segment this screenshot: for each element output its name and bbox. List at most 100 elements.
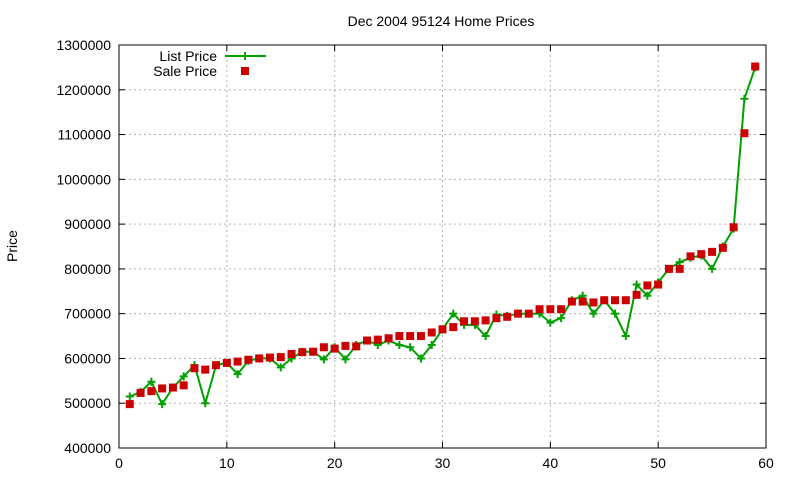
y-tick-label: 900000	[64, 216, 111, 232]
list-price-point	[643, 291, 652, 300]
sale-price-point	[611, 296, 620, 305]
sale-price-point	[460, 317, 469, 326]
sale-price-point	[309, 347, 318, 356]
sale-price-point	[168, 383, 177, 392]
x-tick-label: 30	[435, 455, 451, 471]
y-tick-label: 600000	[64, 350, 111, 366]
sale-price-point	[718, 243, 727, 252]
sale-price-point	[664, 264, 673, 273]
list-price-point	[557, 314, 566, 323]
y-tick-label: 1000000	[56, 171, 111, 187]
legend-label: Sale Price	[153, 63, 217, 79]
list-price-point	[708, 264, 717, 273]
sale-price-point	[492, 314, 501, 323]
sale-price-point	[697, 250, 706, 259]
y-axis-label: Price	[4, 230, 20, 262]
sale-price-point	[427, 328, 436, 337]
list-price-point	[125, 392, 134, 401]
sale-price-point	[276, 353, 285, 362]
sale-price-point	[481, 316, 490, 325]
sale-price-point	[233, 357, 242, 366]
sale-price-point	[567, 297, 576, 306]
list-price-point	[395, 341, 404, 350]
sale-price-point	[406, 332, 415, 341]
list-price-point	[158, 400, 167, 409]
sale-price-point	[535, 305, 544, 314]
sale-price-point	[352, 342, 361, 351]
y-tick-label: 400000	[64, 440, 111, 456]
sale-price-point	[319, 343, 328, 352]
sale-price-point	[255, 354, 264, 363]
legend-square-marker	[241, 67, 249, 75]
sale-price-point	[373, 335, 382, 344]
sale-price-point	[470, 317, 479, 326]
sale-price-point	[600, 296, 609, 305]
list-price-point	[427, 341, 436, 350]
legend-plus-marker	[241, 52, 249, 60]
sale-price-point	[363, 336, 372, 345]
list-price-point	[406, 343, 415, 352]
sale-price-point	[330, 344, 339, 353]
list-price-point	[179, 372, 188, 381]
sale-price-point	[654, 280, 663, 289]
sale-price-point	[449, 323, 458, 332]
sale-price-point	[341, 341, 350, 350]
list-price-point	[611, 309, 620, 318]
list-price-point	[449, 309, 458, 318]
list-price-point	[740, 94, 749, 103]
series-points	[125, 62, 760, 409]
x-tick-label: 40	[543, 455, 559, 471]
list-price-point	[589, 309, 598, 318]
sale-price-point	[643, 281, 652, 290]
list-price-point	[675, 258, 684, 267]
sale-price-point	[621, 296, 630, 305]
list-price-point	[201, 399, 210, 408]
y-tick-label: 1100000	[58, 127, 112, 143]
list-price-point	[341, 355, 350, 364]
sale-price-point	[222, 358, 231, 367]
sale-price-point	[298, 348, 307, 357]
sale-price-point	[201, 365, 210, 374]
sale-price-point	[438, 325, 447, 334]
list-price-point	[632, 280, 641, 289]
x-tick-label: 0	[115, 455, 123, 471]
sale-price-point	[147, 387, 156, 396]
sale-price-point	[524, 309, 533, 318]
sale-price-point	[212, 361, 221, 370]
sale-price-point	[136, 388, 145, 397]
list-price-point	[416, 354, 425, 363]
list-price-point	[319, 355, 328, 364]
sale-price-point	[503, 312, 512, 321]
sale-price-point	[578, 297, 587, 306]
sale-price-point	[729, 223, 738, 232]
chart-title: Dec 2004 95124 Home Prices	[348, 13, 535, 29]
list-price-point	[147, 377, 156, 386]
sale-price-point	[708, 247, 717, 256]
sale-price-point	[384, 334, 393, 343]
sale-price-point	[190, 364, 199, 373]
sale-price-point	[751, 62, 760, 71]
sale-price-point	[265, 353, 274, 362]
sale-price-point	[179, 381, 188, 390]
list-price-point	[621, 332, 630, 341]
y-tick-label: 700000	[64, 306, 111, 322]
sale-price-point	[632, 290, 641, 299]
plot-frame	[118, 44, 767, 449]
y-tick-label: 800000	[64, 261, 111, 277]
sale-price-point	[686, 252, 695, 261]
list-price-point	[481, 332, 490, 341]
x-tick-label: 50	[650, 455, 666, 471]
list-price-point	[276, 363, 285, 372]
sale-price-point	[513, 309, 522, 318]
sale-price-point	[158, 384, 167, 393]
list-price-point	[546, 318, 555, 327]
y-tick-label: 1300000	[56, 37, 111, 53]
sale-price-point	[125, 400, 134, 409]
sale-price-point	[416, 332, 425, 341]
sale-price-point	[395, 332, 404, 341]
sale-price-point	[287, 349, 296, 358]
y-tick-label: 1200000	[56, 82, 111, 98]
